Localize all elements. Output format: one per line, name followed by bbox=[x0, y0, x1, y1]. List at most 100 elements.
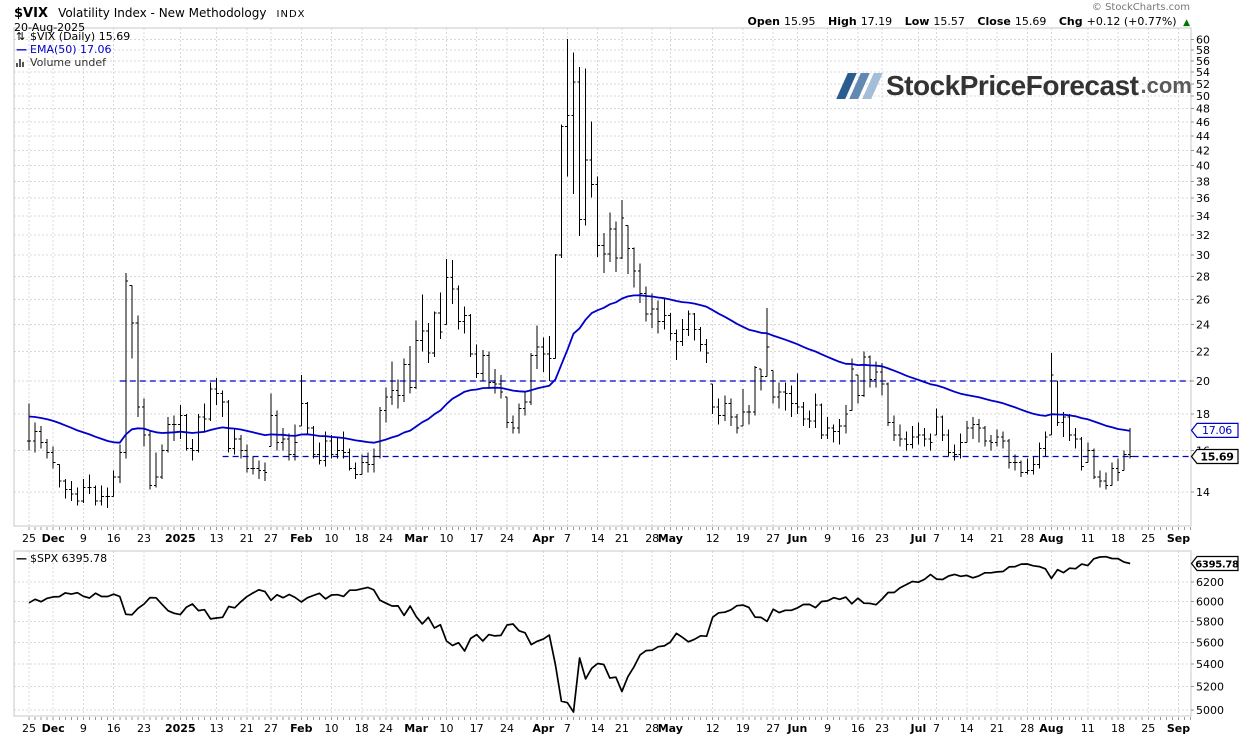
ema-price-tag: 17.06 bbox=[1190, 422, 1239, 438]
svg-text:50: 50 bbox=[1196, 90, 1210, 103]
svg-text:18: 18 bbox=[355, 532, 369, 545]
svg-text:Dec: Dec bbox=[42, 722, 65, 735]
svg-text:23: 23 bbox=[137, 532, 151, 545]
svg-text:May: May bbox=[658, 532, 683, 545]
svg-text:6395.78: 6395.78 bbox=[1195, 559, 1239, 570]
chart-date: 20-Aug-2025 bbox=[14, 21, 86, 34]
svg-text:21: 21 bbox=[615, 532, 629, 545]
svg-text:Feb: Feb bbox=[290, 722, 313, 735]
svg-text:25: 25 bbox=[22, 532, 36, 545]
svg-text:23: 23 bbox=[137, 722, 151, 735]
svg-text:26: 26 bbox=[1196, 293, 1210, 306]
svg-text:28: 28 bbox=[645, 722, 659, 735]
svg-text:27: 27 bbox=[264, 532, 278, 545]
svg-text:10: 10 bbox=[325, 532, 339, 545]
svg-text:38: 38 bbox=[1196, 175, 1210, 188]
change-value: +0.12 (+0.77%) bbox=[1086, 15, 1177, 28]
low-label: Low bbox=[904, 15, 930, 28]
svg-text:18: 18 bbox=[1111, 532, 1125, 545]
svg-text:7: 7 bbox=[933, 722, 940, 735]
open-value: 15.95 bbox=[784, 15, 816, 28]
svg-text:24: 24 bbox=[379, 722, 393, 735]
svg-text:28: 28 bbox=[1196, 270, 1210, 283]
vix-ohlc-bars bbox=[26, 38, 1133, 508]
page-title: Volatility Index - New Methodology bbox=[58, 6, 267, 20]
svg-text:6200: 6200 bbox=[1196, 576, 1224, 589]
svg-text:21: 21 bbox=[990, 532, 1004, 545]
title-row: $VIX Volatility Index - New Methodology … bbox=[14, 2, 306, 21]
svg-text:21: 21 bbox=[615, 722, 629, 735]
volume-bars-icon bbox=[16, 58, 30, 67]
svg-text:18: 18 bbox=[1196, 408, 1210, 421]
spx-legend: — $SPX 6395.78 bbox=[16, 552, 107, 565]
axis-ticks bbox=[28, 38, 1194, 720]
svg-text:21: 21 bbox=[240, 532, 254, 545]
copyright-label: © StockCharts.com bbox=[1091, 2, 1190, 13]
svg-text:27: 27 bbox=[766, 532, 780, 545]
svg-text:25: 25 bbox=[22, 722, 36, 735]
svg-text:24: 24 bbox=[500, 722, 514, 735]
svg-text:9: 9 bbox=[80, 722, 87, 735]
svg-text:56: 56 bbox=[1196, 55, 1210, 68]
legend-item-ema: — EMA(50) 17.06 bbox=[16, 43, 130, 56]
svg-text:42: 42 bbox=[1196, 144, 1210, 157]
svg-text:10: 10 bbox=[440, 722, 454, 735]
change-up-icon: ▲ bbox=[1183, 18, 1190, 28]
svg-text:13: 13 bbox=[210, 532, 224, 545]
svg-text:18: 18 bbox=[1111, 722, 1125, 735]
svg-text:5800: 5800 bbox=[1196, 616, 1224, 629]
spx-legend-label: $SPX 6395.78 bbox=[30, 552, 108, 565]
change-label: Chg bbox=[1058, 15, 1083, 28]
svg-text:Sep: Sep bbox=[1167, 532, 1190, 545]
ema-legend-label: EMA(50) 17.06 bbox=[30, 43, 112, 56]
svg-text:21: 21 bbox=[240, 722, 254, 735]
svg-text:Mar: Mar bbox=[404, 722, 428, 735]
exchange-label: INDX bbox=[276, 9, 306, 20]
vix-legend-label: $VIX (Daily) 15.69 bbox=[30, 30, 131, 43]
svg-text:28: 28 bbox=[645, 532, 659, 545]
svg-text:54: 54 bbox=[1196, 66, 1210, 79]
svg-text:Jul: Jul bbox=[910, 532, 927, 545]
svg-text:Jun: Jun bbox=[787, 532, 808, 545]
low-value: 15.57 bbox=[933, 15, 965, 28]
svg-text:46: 46 bbox=[1196, 116, 1210, 129]
svg-text:14: 14 bbox=[960, 532, 974, 545]
svg-text:27: 27 bbox=[766, 722, 780, 735]
svg-text:15.69: 15.69 bbox=[1200, 450, 1233, 463]
svg-text:5400: 5400 bbox=[1196, 658, 1224, 671]
x-axis-labels-bottom: 25 Dec 9 16 23 2025 13 21 27 Feb 10 18 24 Mar 10 17 24 Ap… bbox=[22, 722, 1190, 735]
svg-text:9: 9 bbox=[824, 532, 831, 545]
svg-text:23: 23 bbox=[875, 532, 889, 545]
line-swatch-icon: — bbox=[16, 552, 27, 565]
svg-text:9: 9 bbox=[80, 532, 87, 545]
svg-text:32: 32 bbox=[1196, 229, 1210, 242]
svg-text:20: 20 bbox=[1196, 375, 1210, 388]
high-value: 17.19 bbox=[860, 15, 893, 28]
volume-legend-label: Volume undef bbox=[30, 56, 106, 69]
svg-text:7: 7 bbox=[933, 532, 940, 545]
spx-price-tag: 6395.78 bbox=[1190, 555, 1239, 572]
svg-text:5600: 5600 bbox=[1196, 637, 1224, 650]
svg-text:9: 9 bbox=[824, 722, 831, 735]
svg-text:10: 10 bbox=[325, 722, 339, 735]
svg-text:25: 25 bbox=[1141, 532, 1155, 545]
svg-text:11: 11 bbox=[1081, 532, 1095, 545]
svg-text:7: 7 bbox=[564, 722, 571, 735]
svg-text:52: 52 bbox=[1196, 78, 1210, 91]
legend-item-spx: — $SPX 6395.78 bbox=[16, 552, 107, 565]
svg-text:30: 30 bbox=[1196, 249, 1210, 262]
svg-text:14: 14 bbox=[591, 532, 605, 545]
legend-item-volume: Volume undef bbox=[16, 56, 130, 69]
close-price-tag: 15.69 bbox=[1190, 448, 1239, 465]
open-label: Open bbox=[747, 15, 780, 28]
svg-text:Apr: Apr bbox=[532, 532, 554, 545]
ohlc-quote-bar: Open 15.95 High 17.19 Low 15.57 Close 15.69 … bbox=[747, 15, 1190, 28]
svg-text:23: 23 bbox=[875, 722, 889, 735]
svg-text:22: 22 bbox=[1196, 345, 1210, 358]
svg-text:58: 58 bbox=[1196, 44, 1210, 57]
high-label: High bbox=[828, 15, 857, 28]
price-updown-icon: ⇅ bbox=[16, 30, 26, 43]
panel-borders bbox=[13, 27, 1192, 717]
